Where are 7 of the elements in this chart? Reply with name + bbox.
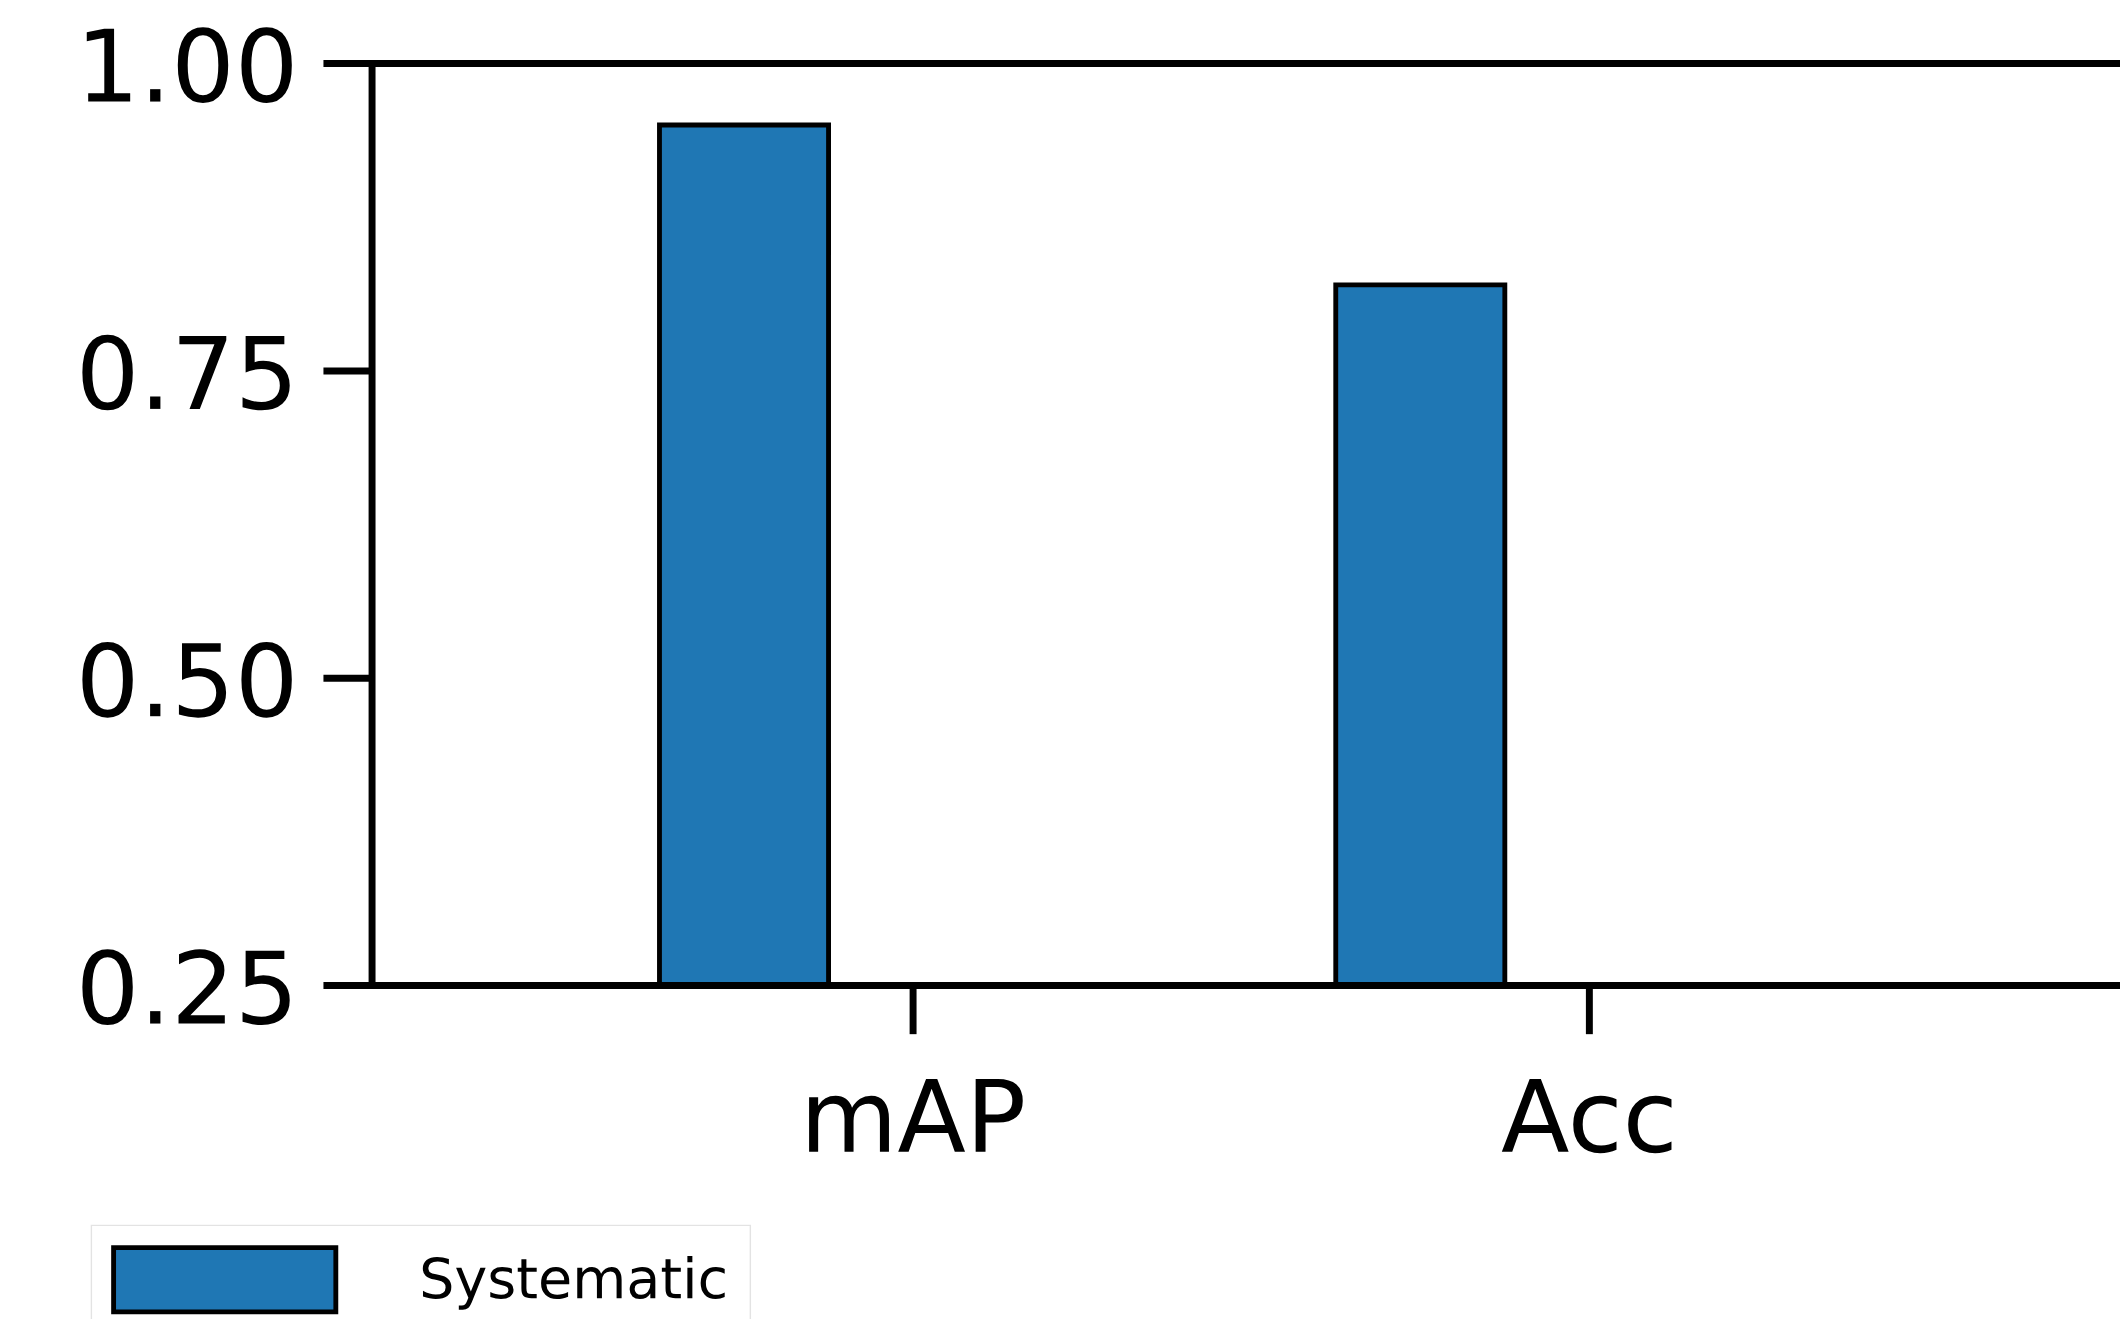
legend-label: Systematic <box>422 1255 725 1310</box>
y-tick-label: 0.50 <box>82 642 292 718</box>
y-tick-label: 0.25 <box>82 949 290 1025</box>
y-tick-label: 1.00 <box>86 27 292 103</box>
y-tick-label: 0.75 <box>82 334 290 411</box>
x-tick-label: mAP <box>809 1078 1023 1152</box>
x-tick-label: Acc <box>1501 1078 1672 1154</box>
